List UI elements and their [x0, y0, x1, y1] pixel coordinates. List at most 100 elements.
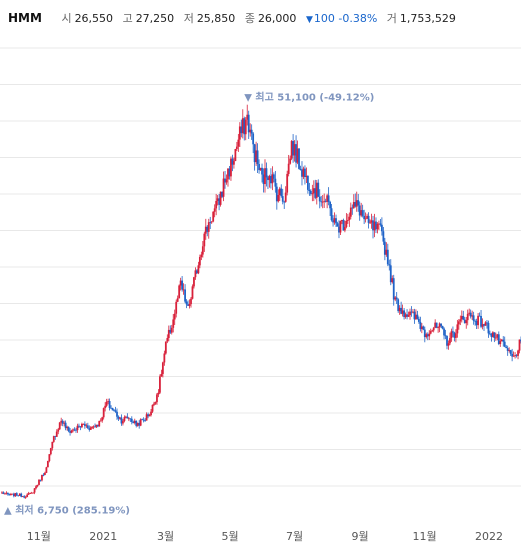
- candle-body: [237, 139, 240, 147]
- candle-body: [20, 493, 23, 497]
- candle-body: [46, 460, 49, 468]
- candle-body: [253, 144, 256, 163]
- candle-body: [290, 141, 293, 159]
- candle-body: [483, 324, 485, 326]
- x-tick-label: 11월: [27, 530, 51, 543]
- candle-body: [475, 320, 478, 326]
- candle-body: [352, 202, 355, 209]
- candle-body: [64, 422, 67, 429]
- candle-body: [277, 195, 280, 202]
- candle-body: [76, 425, 79, 431]
- candle-body: [466, 313, 469, 321]
- candle-body: [198, 257, 201, 266]
- candle-body: [491, 332, 494, 337]
- candle-body: [465, 320, 468, 324]
- candle-body: [150, 411, 152, 416]
- candle-body: [175, 301, 178, 314]
- candle-body: [443, 328, 445, 336]
- candle-body: [318, 196, 321, 202]
- candle-body: [108, 401, 111, 408]
- candle-body: [400, 307, 403, 314]
- candle-body: [44, 472, 46, 475]
- change-value: 100 -0.38%: [313, 12, 378, 25]
- candle-body: [36, 484, 39, 487]
- candle-body: [39, 479, 42, 481]
- candle-body: [170, 327, 173, 333]
- candle-body: [503, 341, 506, 347]
- candle-body: [386, 249, 389, 265]
- candle-body: [227, 168, 229, 180]
- candle-body: [435, 322, 438, 328]
- candle-body: [364, 218, 367, 220]
- candle-body: [394, 297, 397, 300]
- candle-body: [204, 226, 207, 234]
- candle-body: [256, 150, 259, 165]
- candle-body: [292, 141, 295, 156]
- candle-body: [457, 321, 460, 325]
- candle-body: [85, 425, 88, 427]
- candle-body: [484, 322, 487, 326]
- candle-body: [383, 241, 386, 255]
- candle-body: [351, 207, 354, 209]
- candle-body: [379, 223, 382, 225]
- candle-body: [463, 319, 466, 324]
- candle-body: [489, 333, 491, 335]
- candle-body: [218, 198, 221, 205]
- candle-body: [506, 348, 509, 351]
- candle-body: [184, 289, 186, 302]
- candle-body: [8, 494, 11, 496]
- candle-body: [477, 315, 479, 326]
- candle-body: [154, 402, 157, 404]
- candle-body: [107, 401, 110, 402]
- candle-body: [88, 428, 91, 430]
- candle-body: [30, 492, 33, 494]
- candle-body: [333, 218, 336, 223]
- open-label: 시: [61, 12, 72, 25]
- candle-body: [163, 353, 166, 363]
- candle-body: [494, 337, 497, 339]
- candle-body: [267, 177, 269, 181]
- candle-body: [222, 178, 225, 197]
- candle-body: [444, 335, 447, 337]
- candle-body: [517, 350, 519, 356]
- candle-body: [45, 467, 48, 473]
- candle-body: [460, 315, 463, 320]
- candle-body: [210, 221, 213, 223]
- candle-body: [499, 341, 502, 344]
- candle-body: [349, 207, 352, 217]
- candle-body: [151, 404, 154, 412]
- candle-body: [446, 336, 448, 346]
- candle-body: [18, 493, 21, 496]
- candle-body: [366, 215, 368, 219]
- candle-body: [341, 219, 343, 222]
- candle-body: [360, 210, 363, 216]
- candle-body: [120, 417, 123, 424]
- volume-value: 1,753,529: [399, 12, 456, 25]
- candle-body: [281, 196, 284, 202]
- candle-body: [407, 315, 410, 317]
- candle-body: [326, 195, 329, 202]
- candle-body: [72, 429, 74, 431]
- candle-body: [27, 493, 30, 495]
- candle-body: [224, 178, 226, 183]
- candle-body: [419, 321, 422, 329]
- candle-body: [243, 118, 246, 135]
- candle-body: [9, 494, 12, 496]
- candle-body: [117, 416, 120, 419]
- candle-body: [423, 329, 426, 338]
- candle-body: [296, 148, 299, 163]
- candle-body: [459, 319, 462, 322]
- candle-body: [508, 350, 511, 351]
- candle-body: [92, 426, 95, 428]
- candle-body: [268, 175, 271, 181]
- candle-body: [275, 186, 278, 202]
- candle-body: [401, 310, 404, 314]
- candle-body: [293, 144, 296, 156]
- candle-body: [287, 163, 290, 174]
- candle-body: [111, 407, 114, 411]
- candle-body: [305, 175, 308, 178]
- candle-body: [348, 216, 351, 220]
- candle-body: [432, 327, 435, 331]
- candle-body: [101, 417, 104, 421]
